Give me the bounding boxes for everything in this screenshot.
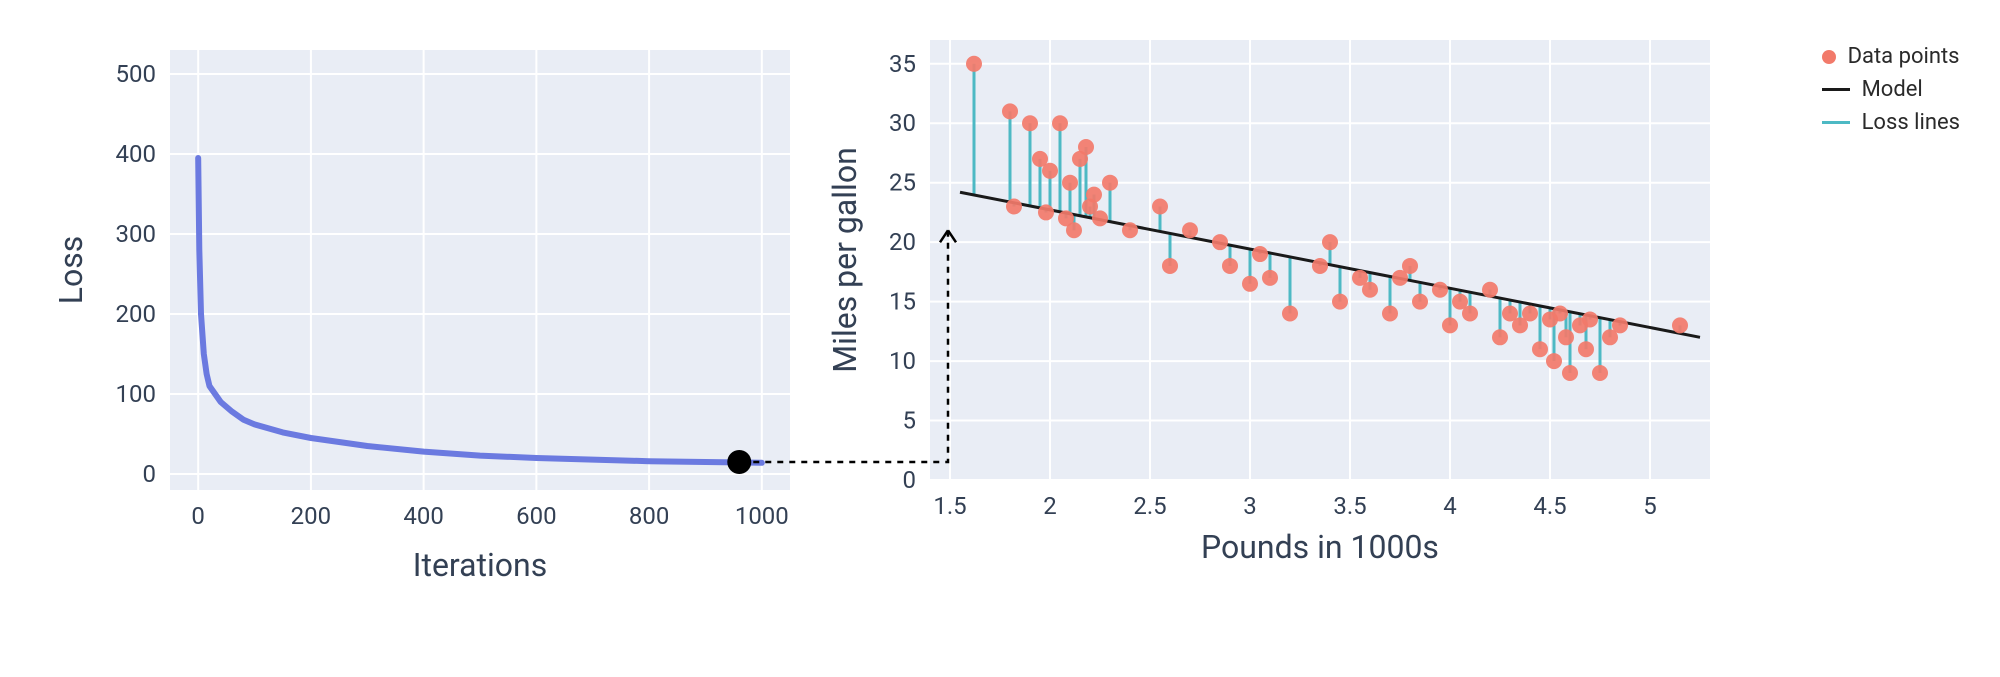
svg-text:3.5: 3.5 bbox=[1333, 492, 1366, 520]
legend-label: Loss lines bbox=[1862, 110, 1960, 135]
svg-text:200: 200 bbox=[291, 502, 331, 530]
svg-text:15: 15 bbox=[889, 288, 916, 316]
svg-text:0: 0 bbox=[191, 502, 205, 530]
svg-text:400: 400 bbox=[116, 140, 156, 168]
svg-text:4.5: 4.5 bbox=[1533, 492, 1566, 520]
svg-text:4: 4 bbox=[1443, 492, 1457, 520]
svg-text:25: 25 bbox=[889, 169, 916, 197]
loss-chart-svg: 0 200 400 600 800 1000 0 100 200 300 400 500 Loss Ite… bbox=[40, 20, 820, 600]
svg-text:35: 35 bbox=[889, 50, 916, 78]
svg-text:800: 800 bbox=[629, 502, 669, 530]
loss-chart: 0 200 400 600 800 1000 0 100 200 300 400 500 Loss Ite… bbox=[40, 20, 820, 604]
legend-label: Model bbox=[1862, 77, 1923, 102]
legend-marker bbox=[1822, 50, 1836, 64]
legend-item: Model bbox=[1822, 77, 1960, 102]
svg-text:200: 200 bbox=[116, 300, 156, 328]
scatter-chart-svg: 1.5 2 2.5 3 3.5 4 4.5 5 0 5 10 15 20 25 30 35 Miles per … bbox=[820, 20, 1900, 580]
svg-text:30: 30 bbox=[889, 109, 916, 137]
svg-text:Loss: Loss bbox=[52, 236, 90, 305]
svg-text:0: 0 bbox=[903, 466, 917, 494]
legend-item: Data points bbox=[1822, 44, 1960, 69]
svg-text:10: 10 bbox=[889, 347, 916, 375]
svg-text:Iterations: Iterations bbox=[413, 546, 547, 584]
svg-text:2: 2 bbox=[1043, 492, 1057, 520]
legend: Data points Model Loss lines bbox=[1822, 44, 1960, 143]
svg-text:600: 600 bbox=[516, 502, 556, 530]
legend-marker bbox=[1822, 121, 1850, 124]
svg-text:20: 20 bbox=[889, 228, 916, 256]
svg-text:5: 5 bbox=[1643, 492, 1657, 520]
svg-text:500: 500 bbox=[116, 60, 156, 88]
scatter-chart: 1.5 2 2.5 3 3.5 4 4.5 5 0 5 10 15 20 25 30 35 Miles per … bbox=[820, 20, 1900, 584]
svg-text:Pounds in 1000s: Pounds in 1000s bbox=[1201, 528, 1439, 566]
svg-text:2.5: 2.5 bbox=[1133, 492, 1166, 520]
svg-text:1.5: 1.5 bbox=[933, 492, 966, 520]
svg-text:1000: 1000 bbox=[735, 502, 789, 530]
svg-text:100: 100 bbox=[116, 380, 156, 408]
legend-item: Loss lines bbox=[1822, 110, 1960, 135]
svg-text:Miles per gallon: Miles per gallon bbox=[826, 147, 864, 373]
svg-text:0: 0 bbox=[143, 460, 157, 488]
svg-text:3: 3 bbox=[1243, 492, 1257, 520]
legend-label: Data points bbox=[1848, 44, 1960, 69]
legend-marker bbox=[1822, 88, 1850, 91]
charts-container: 020040060080010000100200300400500LossIte… bbox=[0, 0, 2000, 624]
svg-text:400: 400 bbox=[403, 502, 443, 530]
svg-text:5: 5 bbox=[903, 407, 917, 435]
svg-text:300: 300 bbox=[116, 220, 156, 248]
